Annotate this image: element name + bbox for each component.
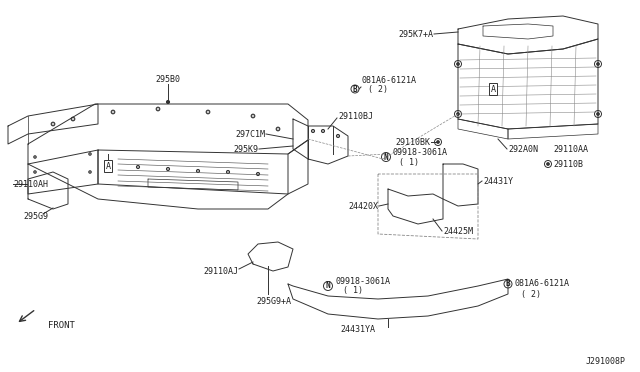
Circle shape (206, 110, 210, 114)
Text: ( 1): ( 1) (343, 286, 363, 295)
Text: 29110B: 29110B (553, 160, 583, 169)
Circle shape (166, 100, 170, 103)
Circle shape (34, 156, 36, 158)
Text: 29110BJ: 29110BJ (338, 112, 373, 121)
Text: 29110AH: 29110AH (13, 180, 48, 189)
Text: ( 2): ( 2) (521, 289, 541, 298)
Circle shape (51, 122, 55, 126)
Text: A: A (106, 161, 111, 170)
Text: 292A0N: 292A0N (508, 144, 538, 154)
Text: N: N (384, 153, 388, 161)
Circle shape (321, 129, 324, 132)
Circle shape (456, 112, 460, 115)
Text: 297C1M: 297C1M (235, 129, 265, 138)
Circle shape (251, 114, 255, 118)
Circle shape (89, 153, 92, 155)
Circle shape (312, 129, 314, 132)
Text: 295G9: 295G9 (23, 212, 48, 221)
Circle shape (436, 141, 440, 144)
Text: 29110BK: 29110BK (395, 138, 430, 147)
Circle shape (337, 135, 339, 138)
Text: 295G9+A: 295G9+A (256, 296, 291, 305)
Text: 29110AA: 29110AA (553, 144, 588, 154)
Text: A: A (490, 84, 495, 93)
Text: 081A6-6121A: 081A6-6121A (362, 76, 417, 84)
Circle shape (257, 173, 259, 176)
Circle shape (596, 112, 600, 115)
Circle shape (456, 62, 460, 65)
Text: B: B (353, 84, 357, 93)
Text: 24431YA: 24431YA (340, 324, 376, 334)
Text: 09918-3061A: 09918-3061A (393, 148, 448, 157)
Circle shape (166, 167, 170, 170)
Circle shape (596, 62, 600, 65)
Text: 24425M: 24425M (443, 227, 473, 235)
Circle shape (547, 163, 550, 166)
Text: J291008P: J291008P (586, 357, 626, 366)
Text: FRONT: FRONT (48, 321, 75, 330)
Circle shape (227, 170, 230, 173)
Text: 09918-3061A: 09918-3061A (336, 276, 391, 285)
Circle shape (34, 171, 36, 173)
Circle shape (71, 117, 75, 121)
Circle shape (111, 110, 115, 114)
Text: 24431Y: 24431Y (483, 176, 513, 186)
Circle shape (156, 107, 160, 111)
Text: 24420X: 24420X (348, 202, 378, 211)
Text: ( 1): ( 1) (399, 157, 419, 167)
Circle shape (196, 170, 200, 173)
Text: 081A6-6121A: 081A6-6121A (515, 279, 570, 289)
Text: 29110AJ: 29110AJ (203, 266, 238, 276)
Text: B: B (506, 279, 510, 289)
Text: 295K9: 295K9 (233, 144, 258, 154)
Text: 295B0: 295B0 (156, 74, 180, 83)
Circle shape (89, 171, 92, 173)
Text: ( 2): ( 2) (368, 84, 388, 93)
Circle shape (276, 127, 280, 131)
Text: N: N (326, 282, 330, 291)
Circle shape (136, 166, 140, 169)
Text: 295K7+A: 295K7+A (398, 29, 433, 38)
